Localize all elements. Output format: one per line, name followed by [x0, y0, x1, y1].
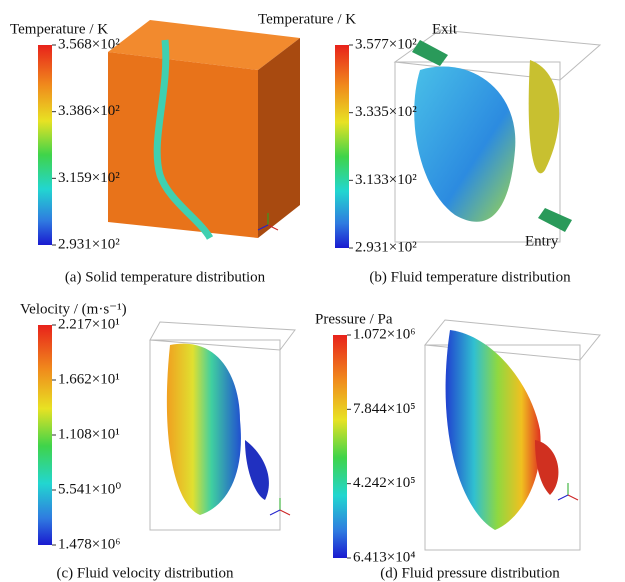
axis-glyph [257, 224, 269, 231]
colorbar-title: Pressure / Pa [315, 311, 393, 327]
colorbar-title: Temperature / K [10, 21, 108, 37]
annotation: Entry [525, 233, 559, 249]
colorbar-label: 6.413×10⁴ [353, 549, 415, 565]
caption: (d) Fluid pressure distribution [380, 565, 560, 581]
colorbar-label: 3.335×10² [355, 104, 417, 120]
colorbar-label: 3.568×10² [58, 36, 120, 52]
fluid-pressure-render [424, 319, 601, 551]
colorbar [335, 45, 349, 248]
axis-glyph [279, 509, 291, 516]
solid-cube [108, 20, 300, 240]
axis-glyph [567, 494, 579, 501]
fluid-temperature-render [393, 29, 602, 243]
colorbar-label: 5.541×10⁰ [58, 481, 121, 497]
colorbar-label: 1.072×10⁶ [353, 326, 415, 342]
colorbar-label: 1.662×10¹ [58, 371, 120, 387]
caption: (b) Fluid temperature distribution [369, 269, 571, 285]
colorbar [38, 325, 52, 545]
colorbar-label: 2.931×10² [58, 236, 120, 252]
axis-glyph [557, 494, 569, 501]
fluid-velocity-render [149, 321, 296, 531]
colorbar-label: 2.217×10¹ [58, 316, 120, 332]
colorbar-label: 4.242×10⁵ [353, 475, 415, 491]
colorbar-label: 1.108×10¹ [58, 426, 120, 442]
axis-glyph [267, 224, 279, 231]
colorbar-label: 7.844×10⁵ [353, 401, 415, 417]
colorbar-label: 3.577×10² [355, 36, 417, 52]
colorbar-label: 1.478×10⁶ [58, 536, 120, 552]
colorbar-label: 3.133×10² [355, 172, 417, 188]
colorbar [38, 45, 52, 245]
caption: (a) Solid temperature distribution [65, 269, 266, 285]
colorbar-label: 3.159×10² [58, 170, 120, 186]
colorbar-title: Velocity / (m·s⁻¹) [20, 301, 127, 317]
colorbar-label: 2.931×10² [355, 239, 417, 255]
colorbar-label: 3.386×10² [58, 103, 120, 119]
colorbar [333, 335, 347, 558]
colorbar-title: Temperature / K [258, 11, 356, 27]
annotation: Exit [432, 21, 458, 37]
caption: (c) Fluid velocity distribution [56, 565, 234, 581]
axis-glyph [269, 509, 281, 516]
